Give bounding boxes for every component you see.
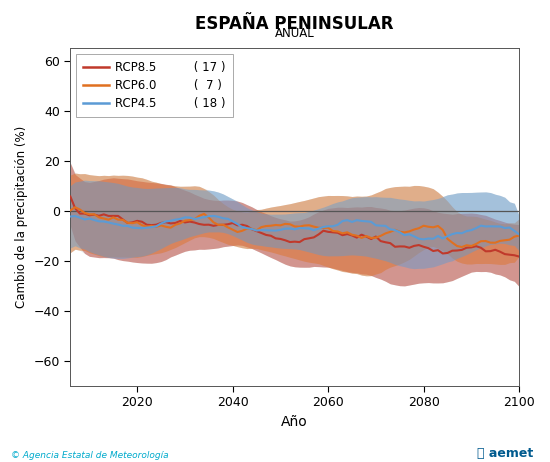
Legend: RCP8.5          ( 17 ), RCP6.0          (  7 ), RCP4.5          ( 18 ): RCP8.5 ( 17 ), RCP6.0 ( 7 ), RCP4.5 ( 18…	[76, 55, 233, 117]
Title: ESPAÑA PENINSULAR: ESPAÑA PENINSULAR	[195, 15, 394, 33]
X-axis label: Año: Año	[282, 414, 308, 429]
Text: 🗺 aemet: 🗺 aemet	[477, 447, 534, 460]
Text: ANUAL: ANUAL	[275, 27, 315, 40]
Text: © Agencia Estatal de Meteorología: © Agencia Estatal de Meteorología	[11, 451, 169, 460]
Y-axis label: Cambio de la precipitación (%): Cambio de la precipitación (%)	[15, 126, 28, 308]
